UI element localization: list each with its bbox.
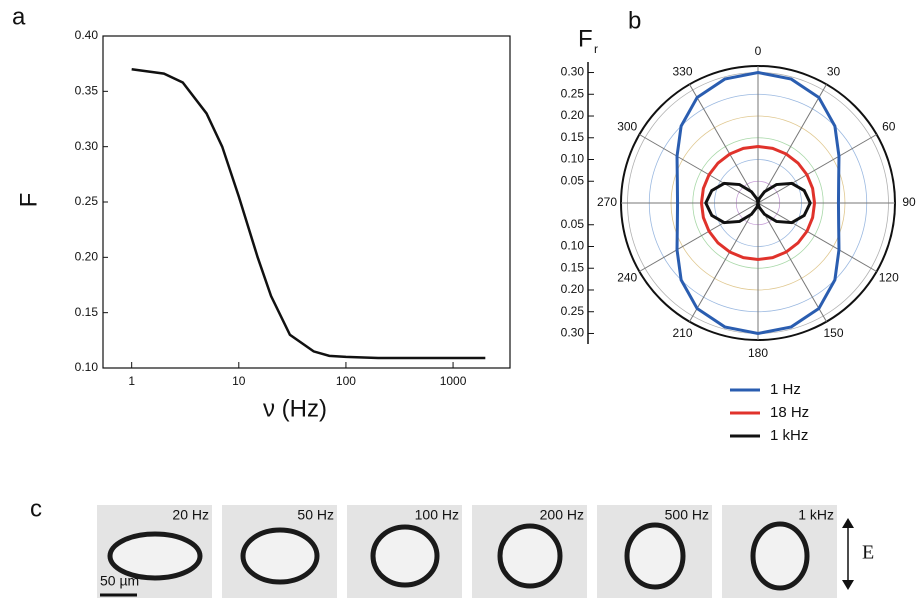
vesicle <box>370 524 440 588</box>
frame-label: 50 Hz <box>297 507 334 523</box>
angle-spoke <box>757 202 827 322</box>
angle-label: 60 <box>882 120 896 134</box>
image-strip: 20 Hz 50 Hz 100 Hz 200 Hz 500 Hz 1 kHz 50 µm E <box>97 505 874 598</box>
radial-tick-label: 0.15 <box>561 260 585 274</box>
panel-label: b <box>628 7 641 34</box>
line <box>131 67 486 360</box>
y-axis-title: F <box>15 193 42 208</box>
angle-spoke <box>757 84 827 204</box>
polar-line <box>704 181 812 225</box>
angle-spoke <box>689 202 759 322</box>
radial-tick-label: 0.05 <box>561 173 585 187</box>
x-tick-label: 100 <box>336 374 356 388</box>
frame-label: 20 Hz <box>172 507 209 523</box>
legend-label: 1 Hz <box>770 381 801 398</box>
y-tick-label: 0.30 <box>75 139 99 153</box>
y-tick-label: 0.20 <box>75 250 99 264</box>
polar-line <box>699 144 817 262</box>
angle-spoke <box>689 84 759 204</box>
polar-line <box>675 70 841 336</box>
angle-label: 90 <box>902 195 916 209</box>
radial-tick-label: 0.10 <box>561 152 585 166</box>
x-axis-title: ν (Hz) <box>263 395 327 422</box>
angle-label: 300 <box>617 120 637 134</box>
scale-bar-label: 50 µm <box>100 573 139 589</box>
radial-tick-label: 0.05 <box>561 217 585 231</box>
angle-spoke <box>757 202 877 272</box>
angle-label: 240 <box>617 271 637 285</box>
vesicle <box>107 531 203 581</box>
y-tick-label: 0.40 <box>75 28 99 42</box>
radial-axis-title: F <box>578 25 593 52</box>
radial-tick-label: 0.30 <box>561 326 585 340</box>
frame-label: 1 kHz <box>798 507 834 523</box>
angle-label: 330 <box>672 64 692 78</box>
angle-spoke <box>639 134 759 204</box>
frame-label: 200 Hz <box>540 507 584 523</box>
vesicle <box>240 527 320 585</box>
angle-spoke <box>757 134 877 204</box>
y-tick-label: 0.35 <box>75 84 99 98</box>
radial-tick-label: 0.25 <box>561 304 585 318</box>
x-tick-label: 1000 <box>440 374 467 388</box>
panel-label: c <box>30 495 42 522</box>
radial-axis-subscript: r <box>594 42 598 56</box>
angle-label: 210 <box>672 326 692 340</box>
panel-label: a <box>12 3 26 30</box>
frame-label: 500 Hz <box>665 507 709 523</box>
y-tick-label: 0.10 <box>75 360 99 374</box>
legend-label: 1 kHz <box>770 427 808 444</box>
angle-label: 120 <box>879 271 899 285</box>
angle-spoke <box>639 202 759 272</box>
frame-label: 100 Hz <box>415 507 459 523</box>
vesicle <box>624 522 686 590</box>
plot-frame <box>102 35 511 369</box>
angle-label: 0 <box>755 44 762 58</box>
y-tick-label: 0.25 <box>75 194 99 208</box>
radial-tick-label: 0.20 <box>561 282 585 296</box>
field-label: E <box>862 542 874 564</box>
angle-label: 180 <box>748 346 768 360</box>
radial-tick-label: 0.15 <box>561 130 585 144</box>
vesicle <box>750 521 810 591</box>
vesicle <box>497 523 563 589</box>
x-tick-label: 10 <box>232 374 246 388</box>
y-tick-label: 0.15 <box>75 305 99 319</box>
radial-tick-label: 0.30 <box>561 65 585 79</box>
angle-label: 30 <box>827 64 841 78</box>
radial-tick-label: 0.20 <box>561 108 585 122</box>
x-tick-label: 1 <box>128 374 135 388</box>
radial-tick-label: 0.10 <box>561 239 585 253</box>
legend-label: 18 Hz <box>770 404 809 421</box>
angle-label: 150 <box>823 326 843 340</box>
angle-label: 270 <box>597 195 617 209</box>
radial-tick-label: 0.25 <box>561 86 585 100</box>
